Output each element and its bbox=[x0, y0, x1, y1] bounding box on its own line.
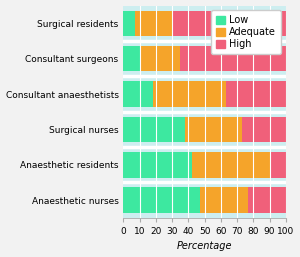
Bar bbox=[123, 187, 200, 213]
Bar bbox=[140, 46, 180, 71]
Bar bbox=[192, 152, 270, 178]
Bar bbox=[200, 187, 248, 213]
X-axis label: Percentage: Percentage bbox=[177, 241, 232, 251]
Bar bbox=[123, 11, 135, 36]
Bar bbox=[248, 187, 286, 213]
Bar bbox=[135, 11, 172, 36]
Bar bbox=[123, 46, 140, 71]
Bar bbox=[270, 152, 286, 178]
Bar bbox=[123, 152, 192, 178]
Bar bbox=[172, 11, 286, 36]
Bar bbox=[180, 46, 286, 71]
Bar bbox=[242, 117, 286, 142]
Bar bbox=[226, 81, 286, 107]
Bar bbox=[185, 117, 242, 142]
Bar bbox=[153, 81, 226, 107]
Bar bbox=[123, 81, 153, 107]
Legend: Low, Adequate, High: Low, Adequate, High bbox=[211, 11, 281, 54]
Bar bbox=[123, 117, 185, 142]
